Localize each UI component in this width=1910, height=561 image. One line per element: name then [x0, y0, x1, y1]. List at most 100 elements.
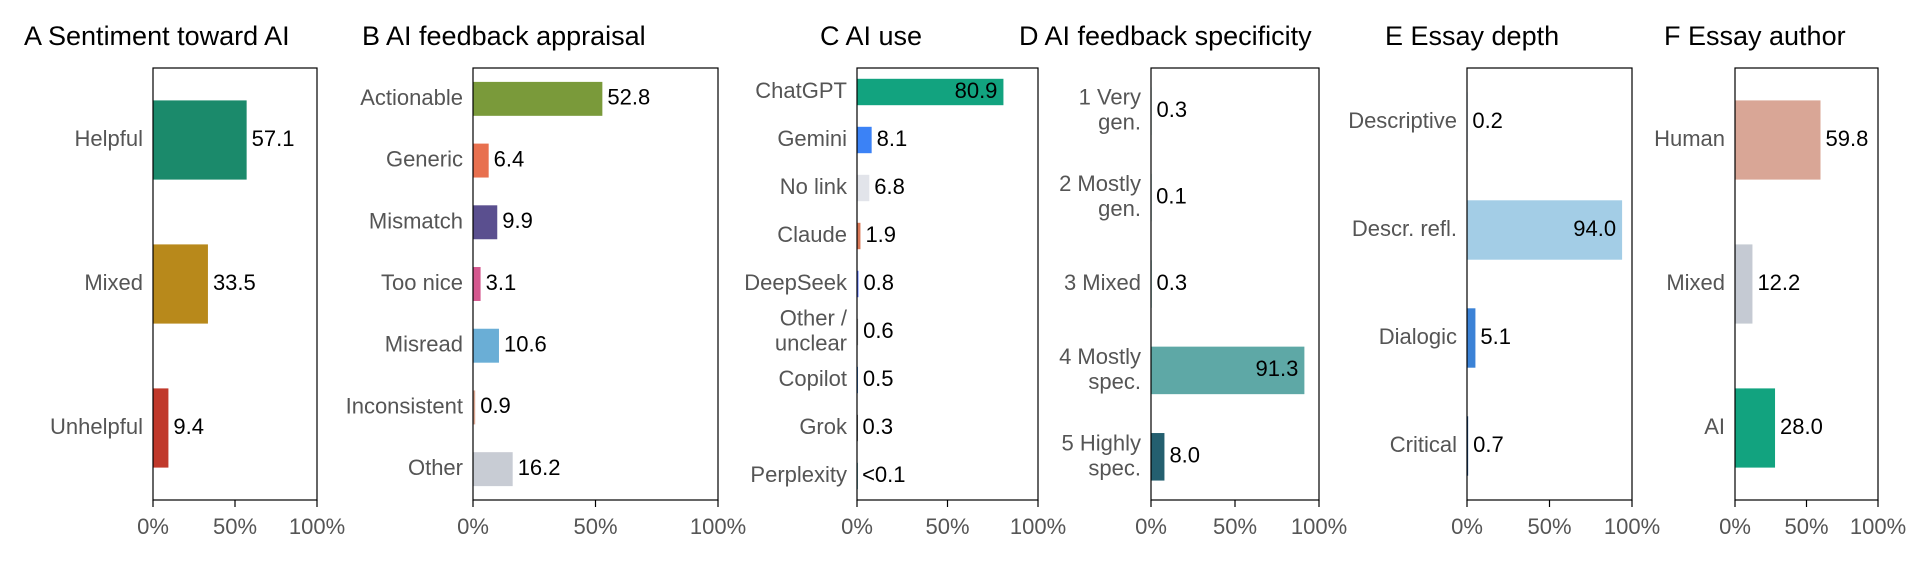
- tick-label: 100%: [1291, 514, 1347, 539]
- bar: [857, 174, 870, 202]
- category-label: 4 Mostly spec.: [1059, 344, 1141, 394]
- value-label: 0.9: [480, 393, 511, 418]
- value-label: 10.6: [504, 332, 547, 357]
- tick-label: 0%: [1135, 514, 1167, 539]
- value-label: 0.5: [863, 366, 894, 391]
- value-label: 57.1: [252, 126, 295, 151]
- tick-label: 0%: [457, 514, 489, 539]
- category-label: No link: [780, 174, 848, 199]
- tick-label: 0%: [1719, 514, 1751, 539]
- tick-label: 50%: [1784, 514, 1828, 539]
- value-label: 0.2: [1472, 108, 1503, 133]
- value-label: 12.2: [1757, 270, 1800, 295]
- category-label: Too nice: [381, 270, 463, 295]
- category-label: Human: [1654, 126, 1725, 151]
- bar: [473, 205, 498, 240]
- bar: [473, 143, 489, 178]
- value-label: 1.9: [865, 222, 896, 247]
- bar: [153, 388, 169, 468]
- category-label: Inconsistent: [346, 393, 463, 418]
- category-label: Other: [408, 455, 463, 480]
- tick-label: 50%: [1527, 514, 1571, 539]
- value-label: 6.8: [874, 174, 905, 199]
- category-label: AI: [1704, 414, 1725, 439]
- value-label: 0.7: [1473, 432, 1504, 457]
- category-label: 5 Highly spec.: [1062, 430, 1141, 480]
- value-label: 0.6: [863, 318, 894, 343]
- value-label: 33.5: [213, 270, 256, 295]
- value-label: 0.8: [863, 270, 894, 295]
- category-label: Mixed: [84, 270, 143, 295]
- bar: [857, 78, 1004, 106]
- panel-title: E Essay depth: [1385, 21, 1559, 51]
- bar: [473, 328, 499, 363]
- panel-title: A Sentiment toward AI: [24, 21, 290, 51]
- bar: [473, 452, 513, 487]
- tick-label: 50%: [1213, 514, 1257, 539]
- tick-label: 0%: [1451, 514, 1483, 539]
- value-label: <0.1: [862, 462, 905, 487]
- bar: [857, 222, 861, 250]
- panel-2: B AI feedback appraisal Actionable 52.8 Gen…: [346, 21, 747, 539]
- value-label: 9.9: [502, 208, 533, 233]
- category-label: Mixed: [1666, 270, 1725, 295]
- bar: [1735, 388, 1776, 468]
- bar: [473, 390, 476, 425]
- bar: [1151, 346, 1305, 395]
- value-label: 16.2: [518, 455, 561, 480]
- panel-title: B AI feedback appraisal: [362, 21, 646, 51]
- bar: [473, 81, 603, 116]
- category-label: Gemini: [777, 126, 847, 151]
- value-label: 80.9: [955, 78, 998, 103]
- value-label: 59.8: [1826, 126, 1869, 151]
- category-label: Claude: [777, 222, 847, 247]
- value-label: 8.1: [877, 126, 908, 151]
- tick-label: 100%: [1010, 514, 1066, 539]
- panel-5: E Essay depth Descriptive 0.2 Descr. refl. 9…: [1348, 21, 1660, 539]
- bar: [1467, 200, 1623, 260]
- tick-label: 50%: [213, 514, 257, 539]
- value-label: 52.8: [607, 85, 650, 110]
- category-label: Unhelpful: [50, 414, 143, 439]
- category-label: Descr. refl.: [1352, 216, 1457, 241]
- category-label: 1 Very gen.: [1079, 85, 1141, 135]
- value-label: 0.3: [1157, 270, 1188, 295]
- bar: [153, 100, 247, 180]
- value-label: 28.0: [1780, 414, 1823, 439]
- category-label: Generic: [386, 146, 463, 171]
- panel-title: D AI feedback specificity: [1019, 21, 1312, 51]
- value-label: 5.1: [1480, 324, 1511, 349]
- bar: [1735, 100, 1821, 180]
- bar: [1467, 308, 1476, 368]
- panel-4: D AI feedback specificity 1 Very gen. 0.3 2 …: [1019, 21, 1347, 539]
- panel-title: F Essay author: [1664, 21, 1846, 51]
- tick-label: 100%: [1604, 514, 1660, 539]
- tick-label: 100%: [289, 514, 345, 539]
- tick-label: 0%: [841, 514, 873, 539]
- bar: [1735, 244, 1753, 324]
- tick-label: 50%: [925, 514, 969, 539]
- category-label: DeepSeek: [744, 270, 848, 295]
- panel-6: F Essay author Human 59.8 Mixed 12.2 AI 28.0 0%…: [1654, 21, 1906, 539]
- tick-label: 100%: [1850, 514, 1906, 539]
- category-label: Mismatch: [369, 208, 463, 233]
- category-label: Copilot: [779, 366, 847, 391]
- category-label: Descriptive: [1348, 108, 1457, 133]
- category-label: ChatGPT: [755, 78, 847, 103]
- category-label: Dialogic: [1379, 324, 1457, 349]
- value-label: 0.3: [863, 414, 894, 439]
- bar: [473, 267, 481, 301]
- bar: [857, 270, 859, 298]
- value-label: 0.1: [1156, 183, 1187, 208]
- value-label: 94.0: [1573, 216, 1616, 241]
- value-label: 3.1: [486, 270, 517, 295]
- category-label: Other / unclear: [775, 305, 848, 355]
- value-label: 91.3: [1256, 356, 1299, 381]
- value-label: 8.0: [1169, 443, 1200, 468]
- tick-label: 50%: [573, 514, 617, 539]
- tick-label: 0%: [137, 514, 169, 539]
- tick-label: 100%: [690, 514, 746, 539]
- panel-3: C AI use ChatGPT 80.9 Gemini 8.1 No link 6.8 Cl…: [744, 21, 1066, 539]
